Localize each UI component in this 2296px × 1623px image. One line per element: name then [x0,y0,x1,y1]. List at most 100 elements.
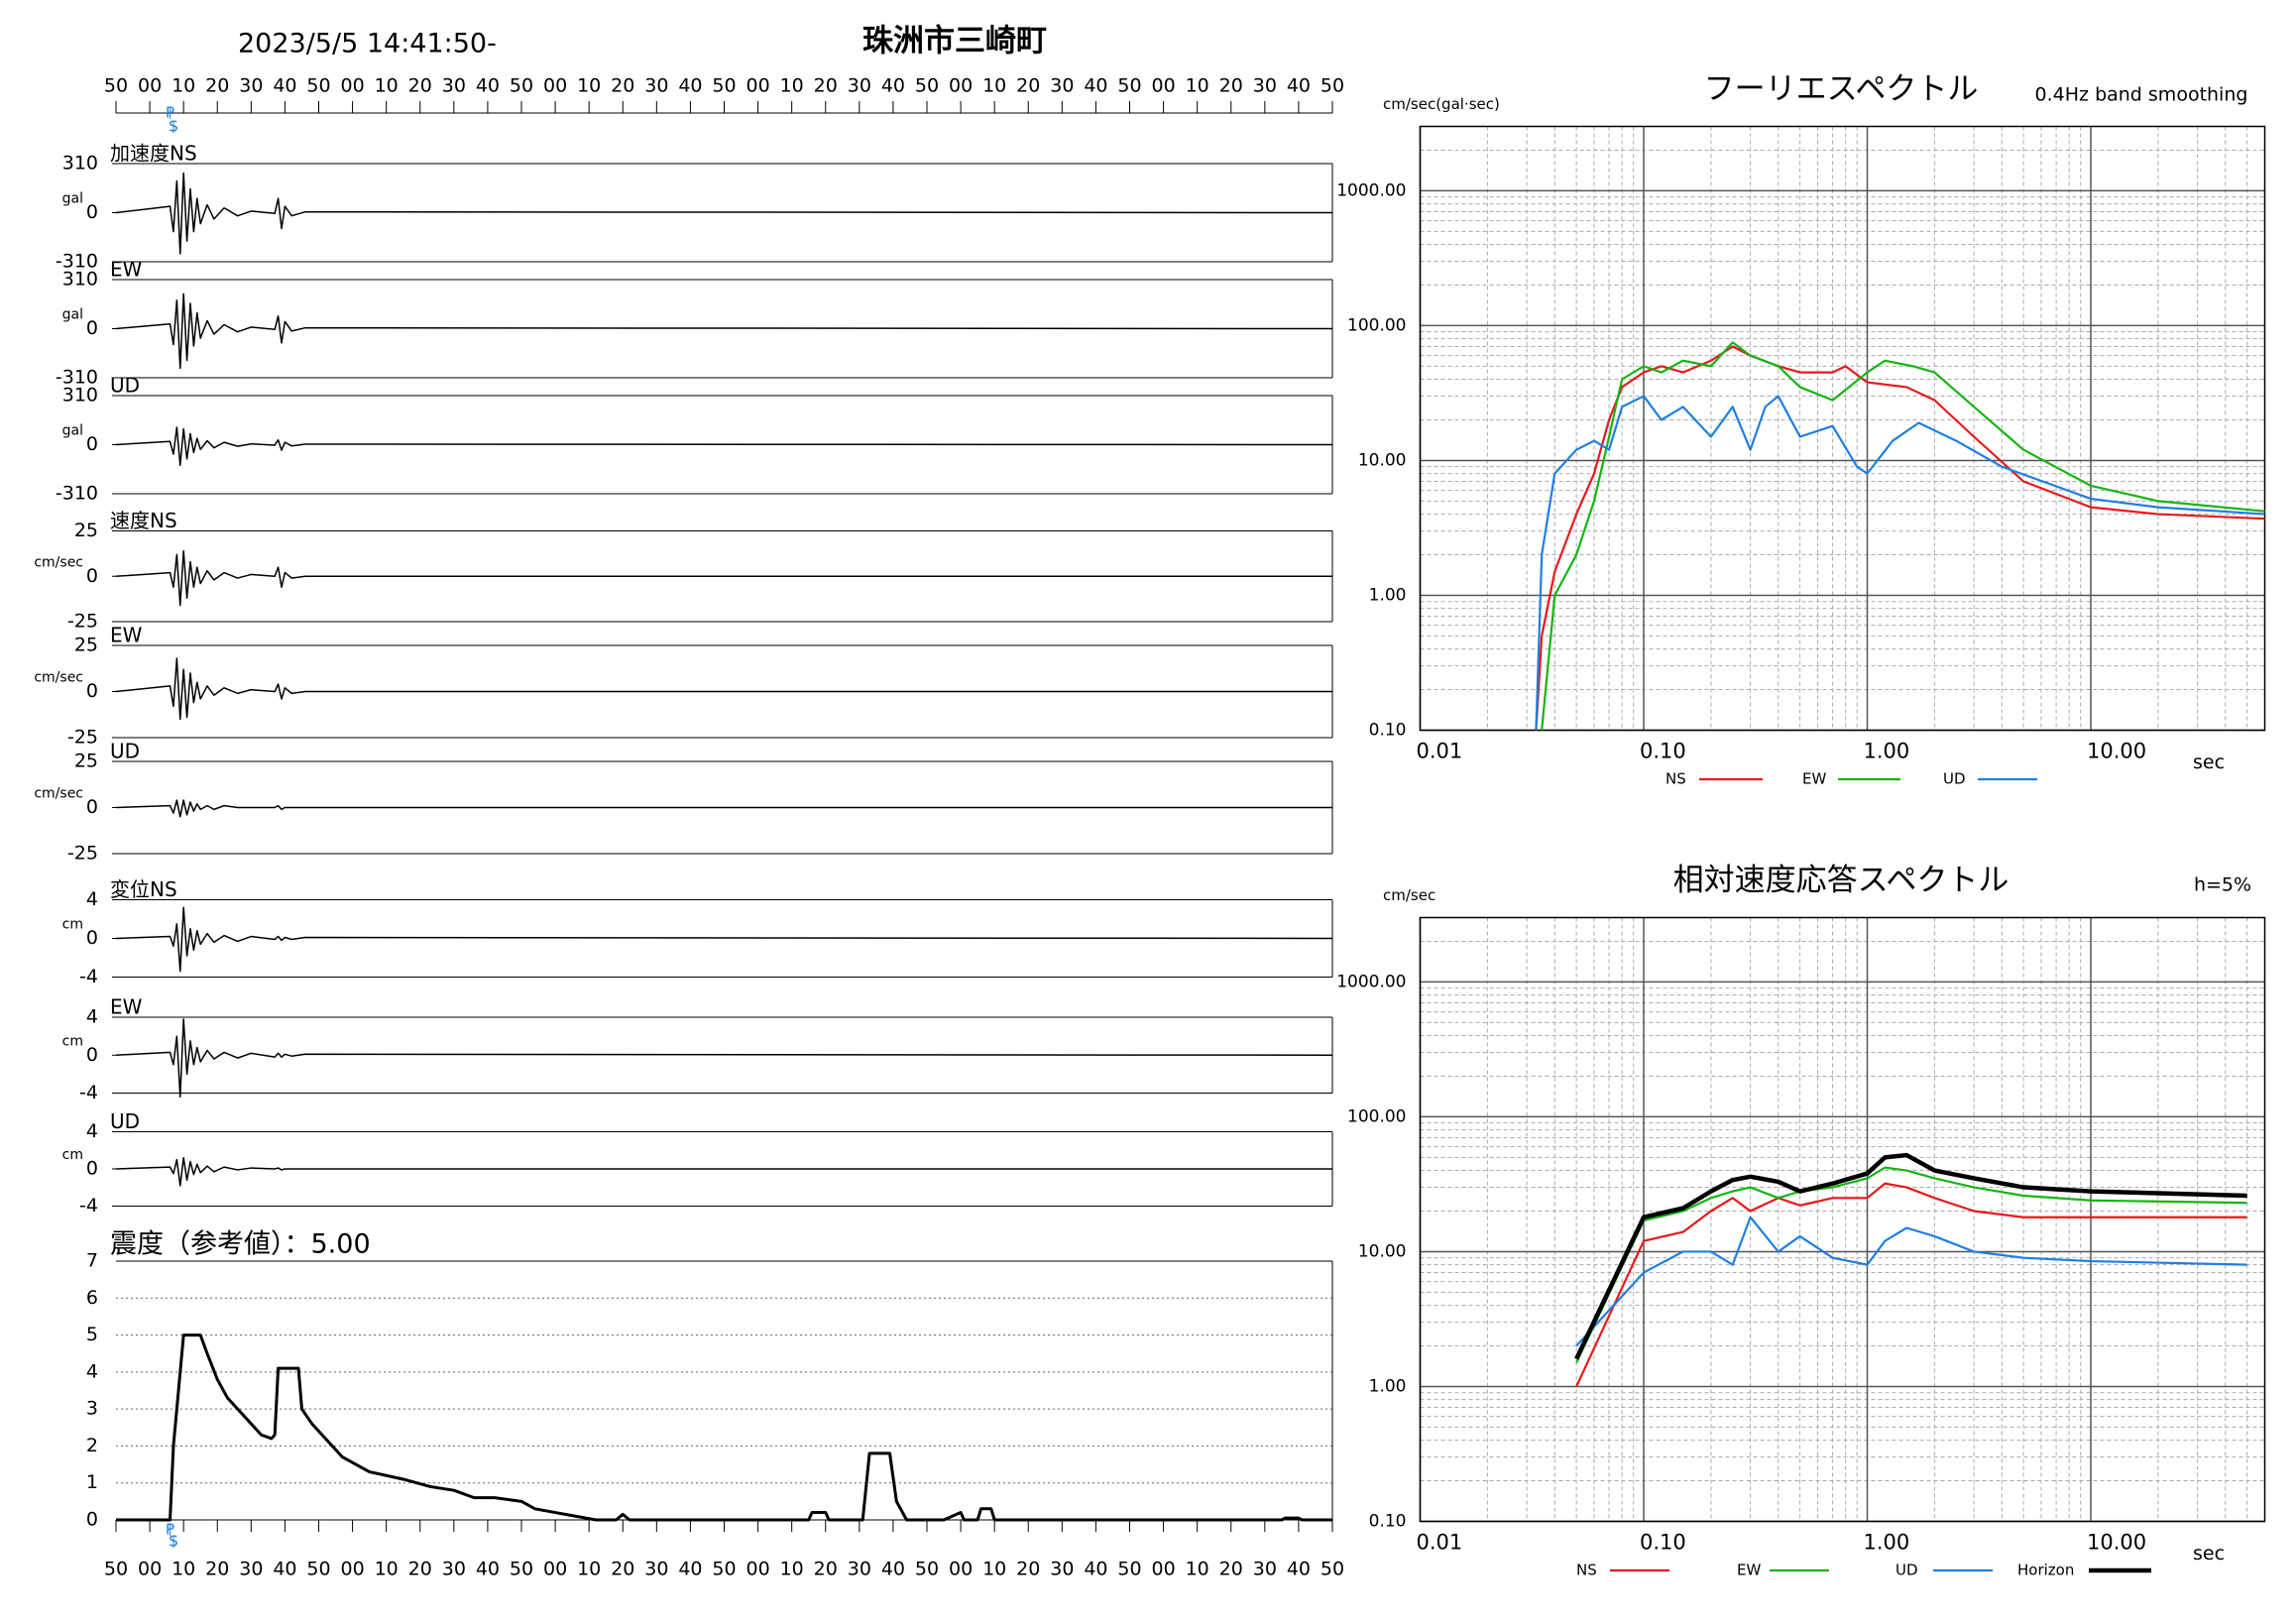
x-tick-label: 20 [1016,1559,1040,1580]
y-tick-label: 7 [86,1250,98,1272]
panel-label: 変位NS [110,877,177,901]
y-tick-label: 1 [86,1471,98,1493]
x-tick-label: 50 [104,1559,128,1580]
x-tick-label: 00 [340,75,364,97]
panel-label: EW [110,258,143,282]
data-line [115,549,1332,607]
x-tick-label: 00 [138,75,162,97]
y-tick-label: 0 [86,317,98,339]
unit-label: cm [62,917,83,933]
x-tick-label: 00 [543,75,567,97]
unit-label: cm [62,1147,83,1163]
chart-title: 相対速度応答スペクトル [1673,863,2009,898]
unit-label: gal [62,423,83,439]
x-tick-label: 10.00 [2087,1531,2146,1555]
y-tick-label: 25 [74,751,98,772]
x-tick-label: 20 [814,75,838,97]
data-line [1575,1182,2247,1387]
subtitle: 0.4Hz band smoothing [2035,84,2248,106]
x-tick-label: 00 [1151,75,1175,97]
y-tick-label: 3 [86,1398,98,1420]
panel-label: UD [110,374,140,398]
x-tick-label: 10 [577,1559,601,1580]
x-tick-label: 30 [644,75,668,97]
y-tick-label: 0 [86,1509,98,1531]
unit-label: cm/sec [34,786,83,802]
y-tick-label: 2 [86,1435,98,1456]
x-tick-label: 0.01 [1417,1531,1463,1555]
y-tick-label: -310 [56,483,98,505]
y-tick-label: -25 [67,611,98,633]
data-line [1575,1216,2247,1347]
legend-label: EW [1802,770,1826,788]
unit-label: cm [62,1033,83,1049]
x-tick-label: 10.00 [2087,740,2146,763]
y-tick-label: 0 [86,201,98,223]
x-tick-label: 50 [712,1559,736,1580]
data-line [115,1018,1333,1099]
x-tick-label: 10 [375,75,399,97]
x-tick-label: 30 [848,1559,871,1580]
panel-label: UD [110,740,140,763]
legend-label: NS [1576,1562,1597,1579]
x-tick-label: 40 [1084,75,1107,97]
x-tick-label: 30 [1050,75,1074,97]
y-tick-label: 0 [86,680,98,702]
legend-label: UD [1943,770,1966,788]
y-tick-label: -310 [56,251,98,273]
chart-title: フーリエスペクトル [1704,71,1979,107]
x-tick-label: 00 [746,1559,769,1580]
phase-label: S [169,1533,178,1551]
y-tick-label: 1000.00 [1336,180,1406,200]
x-tick-label: 10 [172,75,195,97]
y-tick-label: 10.00 [1358,1241,1407,1261]
data-line [115,426,1333,467]
y-tick-label: 100.00 [1347,315,1406,335]
x-tick-label: 20 [408,1559,432,1580]
x-tick-label: 00 [138,1559,162,1580]
x-tick-label: 40 [881,75,905,97]
x-tick-label: 00 [949,1559,973,1580]
x-tick-label: 10 [172,1559,195,1580]
panel-label: UD [110,1109,140,1133]
legend-label: Horizon [2017,1562,2074,1579]
x-tick-label: 40 [1084,1559,1107,1580]
x-tick-label: 40 [273,1559,296,1580]
chart-title: 震度（参考値）：5.00 [110,1229,371,1260]
x-tick-label: 20 [205,1559,229,1580]
x-tick-label: 50 [712,75,736,97]
x-tick-label: 20 [611,1559,634,1580]
station: 珠洲市三崎町 [862,24,1047,59]
y-tick-label: 310 [62,385,98,406]
y-tick-label: 5 [86,1324,98,1345]
x-tick-label: 10 [1186,75,1209,97]
y-tick-label: 0 [86,1044,98,1066]
unit-label: cm/sec [34,554,83,570]
x-tick-label: 40 [678,1559,702,1580]
y-tick-label: -25 [67,843,98,865]
data-line [115,1157,1332,1187]
unit-label: gal [62,307,83,323]
x-tick-label: 50 [510,1559,533,1580]
x-tick-label: 30 [239,1559,263,1580]
x-tick-label: 30 [848,75,871,97]
data-line [115,172,1333,255]
x-tick-label: 30 [1253,75,1277,97]
y-tick-label: -4 [79,1082,98,1103]
phase-label: P [166,104,174,122]
data-line [1575,1166,2247,1363]
y-tick-label: 0 [86,565,98,587]
x-tick-label: 40 [678,75,702,97]
x-tick-label: 20 [814,1559,838,1580]
y-tick-label: 25 [74,635,98,656]
x-tick-label: 50 [1117,1559,1141,1580]
y-tick-label: -310 [56,367,98,389]
y-axis-label: cm/sec(gal·sec) [1383,95,1500,113]
x-tick-label: 30 [239,75,263,97]
y-tick-label: 4 [86,888,98,910]
x-tick-label: 10 [1186,1559,1209,1580]
y-tick-label: 4 [86,1360,98,1382]
plot-frame [1419,125,2266,732]
panel-label: EW [110,995,143,1019]
